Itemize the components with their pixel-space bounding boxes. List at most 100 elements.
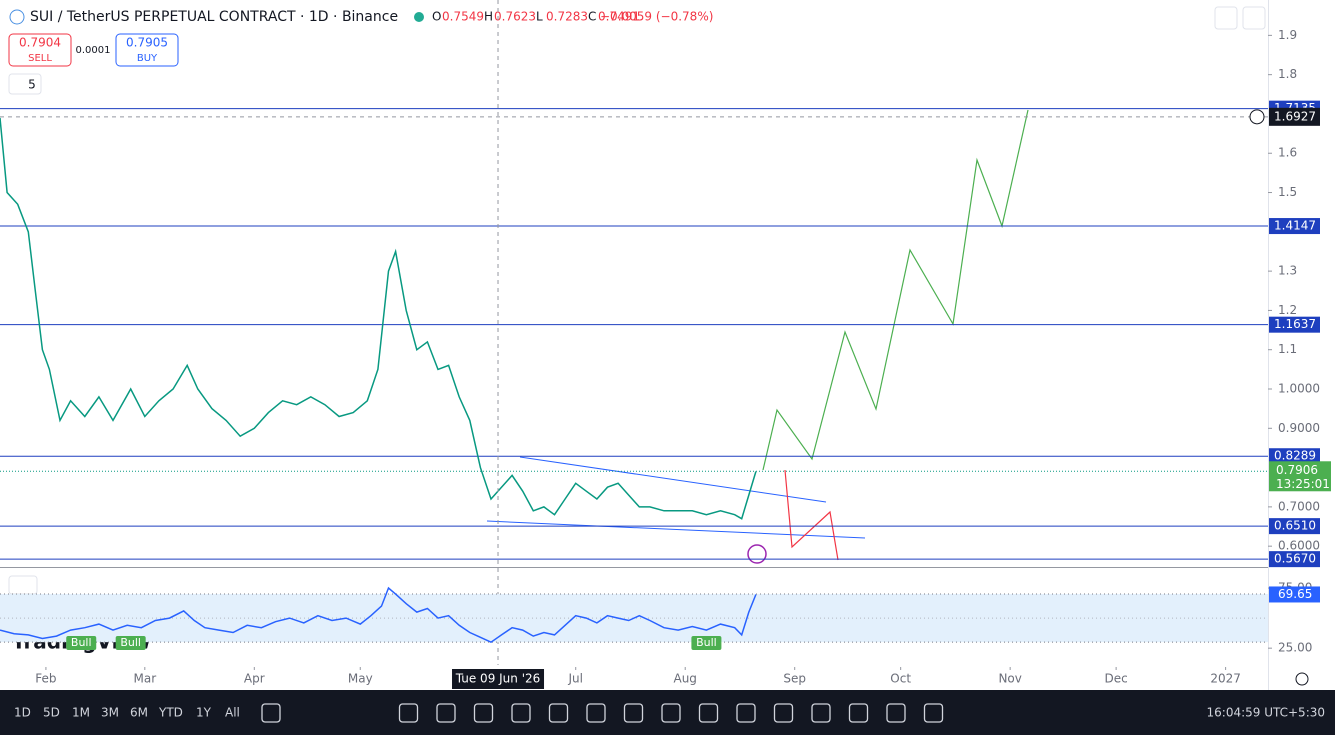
x-tick-label: Jul bbox=[567, 672, 582, 686]
y-tick-label: 1.8 bbox=[1278, 67, 1297, 81]
timeframe[interactable]: All bbox=[225, 706, 240, 720]
symbol-title[interactable]: SUI / TetherUS PERPETUAL CONTRACT · 1D ·… bbox=[30, 9, 398, 25]
tool-icon[interactable] bbox=[736, 703, 756, 723]
last-price-badge bbox=[1269, 461, 1331, 492]
bull-badge bbox=[115, 636, 146, 650]
level-badge bbox=[1269, 448, 1320, 465]
event-icon[interactable] bbox=[747, 544, 767, 564]
ohlc-value: 0.7283 bbox=[546, 10, 588, 24]
tool-icon[interactable] bbox=[473, 703, 494, 723]
level-label: 0.6510 bbox=[1274, 519, 1316, 533]
ohlc-key: H bbox=[484, 10, 493, 24]
projection-up bbox=[762, 109, 1029, 471]
bull-badge bbox=[66, 636, 97, 650]
level-badge bbox=[1269, 551, 1320, 568]
y-tick-label: 0.7000 bbox=[1278, 499, 1320, 513]
change: −0.0059 (−0.78%) bbox=[600, 10, 713, 24]
level-badge bbox=[1269, 518, 1320, 535]
pane-divider bbox=[0, 567, 1268, 568]
tool-icon[interactable] bbox=[811, 703, 831, 723]
level-label: 0.5670 bbox=[1274, 552, 1316, 566]
ohlc-value: 0.7623 bbox=[494, 10, 536, 24]
drawings bbox=[486, 109, 1029, 564]
x-tick-label: Apr bbox=[244, 672, 265, 686]
y-tick-label: 1.1 bbox=[1278, 342, 1297, 356]
tool-icon[interactable] bbox=[698, 703, 719, 723]
level-label: 1.1637 bbox=[1274, 317, 1316, 331]
bull-badge bbox=[691, 636, 722, 650]
x-tick-label: May bbox=[348, 672, 373, 686]
tool-icon[interactable] bbox=[848, 703, 869, 723]
x-tick-label: Aug bbox=[673, 672, 696, 686]
rsi-badge bbox=[1269, 586, 1320, 603]
timeframe[interactable]: 5D bbox=[43, 706, 60, 720]
market-status bbox=[414, 12, 424, 22]
x-tick-label: Mar bbox=[133, 672, 156, 686]
tool-icon[interactable] bbox=[623, 703, 644, 723]
x-tick-label: Oct bbox=[890, 672, 911, 686]
tool-icon[interactable] bbox=[511, 703, 531, 723]
timeframe[interactable]: 6M bbox=[130, 706, 148, 720]
tool-icon[interactable] bbox=[661, 703, 681, 723]
indicators-toggle[interactable] bbox=[8, 73, 42, 95]
x-tick-label: Sep bbox=[783, 672, 806, 686]
bull-label: Bull bbox=[71, 636, 92, 649]
level-badge bbox=[1269, 218, 1320, 235]
tool-icon[interactable] bbox=[436, 703, 456, 723]
crosshair-price: 1.6927 bbox=[1274, 109, 1316, 123]
bull-label: Bull bbox=[120, 636, 141, 649]
timeframe[interactable]: 1D bbox=[14, 706, 31, 720]
y-tick-label: 1.9 bbox=[1278, 28, 1297, 42]
tool-icon[interactable] bbox=[773, 703, 794, 723]
fullscreen-button[interactable] bbox=[1242, 6, 1266, 30]
spread: 0.0001 bbox=[76, 45, 111, 56]
timeframe[interactable]: 3M bbox=[101, 706, 119, 720]
bottom-toolbar bbox=[0, 690, 1335, 735]
projection-down bbox=[784, 469, 839, 561]
timeframe[interactable]: 1Y bbox=[196, 706, 212, 720]
tool-icon[interactable] bbox=[548, 703, 569, 723]
indicators-count[interactable]: 5 bbox=[28, 78, 36, 92]
y-tick-label: 1.0000 bbox=[1278, 382, 1320, 396]
x-tick-label: 2027 bbox=[1210, 672, 1241, 686]
axis-border bbox=[1268, 0, 1269, 690]
settings-icon[interactable] bbox=[1295, 672, 1309, 686]
trendline bbox=[519, 456, 827, 503]
level-label: 1.4147 bbox=[1274, 219, 1316, 233]
bull-label: Bull bbox=[696, 636, 717, 649]
y-tick-label: 1.3 bbox=[1278, 264, 1297, 278]
x-tick-label: Feb bbox=[35, 672, 56, 686]
countdown: 13:25:01 bbox=[1276, 477, 1330, 491]
tool-icon[interactable] bbox=[586, 703, 606, 723]
clock: 16:04:59 UTC+5:30 bbox=[1207, 706, 1326, 720]
crosshair-date: Tue 09 Jun '26 bbox=[455, 672, 541, 686]
y-tick-label: 25.00 bbox=[1278, 641, 1312, 655]
sell-button[interactable] bbox=[8, 33, 72, 67]
buy-button[interactable] bbox=[115, 33, 179, 67]
tool-icon[interactable] bbox=[261, 703, 281, 723]
buy-label[interactable]: BUY bbox=[137, 53, 158, 64]
x-tick-label: Nov bbox=[998, 672, 1021, 686]
tool-icon[interactable] bbox=[886, 703, 906, 723]
sell-label[interactable]: SELL bbox=[28, 53, 52, 64]
pane-collapse[interactable] bbox=[8, 575, 38, 595]
y-tick-label: 0.6000 bbox=[1278, 539, 1320, 553]
ohlc-value: 0.7549 bbox=[442, 10, 484, 24]
level-badge bbox=[1269, 316, 1320, 333]
crosshair-date-badge bbox=[452, 669, 545, 689]
buy-price[interactable]: 0.7905 bbox=[126, 36, 168, 50]
last-price: 0.7906 bbox=[1276, 463, 1318, 477]
ohlc-key: C bbox=[588, 10, 596, 24]
y-tick-label: 0.9000 bbox=[1278, 421, 1320, 435]
series-line bbox=[0, 117, 757, 520]
download-button[interactable] bbox=[1214, 6, 1238, 30]
series-line bbox=[0, 586, 757, 644]
sell-price[interactable]: 0.7904 bbox=[19, 36, 61, 50]
tool-icon[interactable] bbox=[923, 703, 944, 723]
timeframe[interactable]: 1M bbox=[72, 706, 90, 720]
crosshair-plus bbox=[1249, 109, 1265, 125]
timeframe[interactable]: YTD bbox=[158, 706, 183, 720]
tool-icon[interactable] bbox=[398, 703, 419, 723]
